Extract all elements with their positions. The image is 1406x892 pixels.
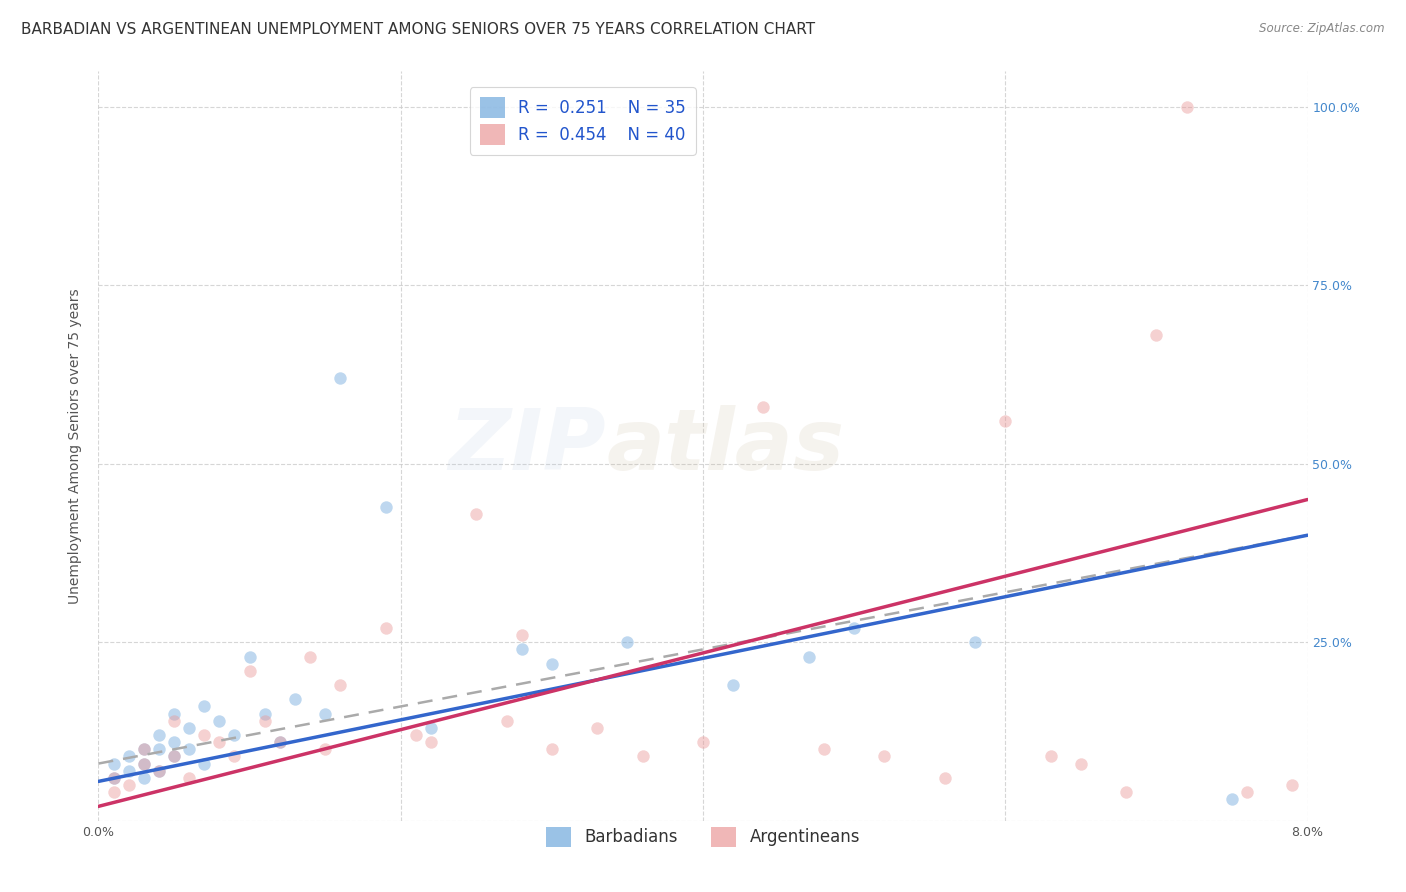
Point xyxy=(224,728,246,742)
Point xyxy=(1281,778,1303,792)
Point xyxy=(193,756,215,771)
Point xyxy=(163,714,186,728)
Legend: Barbadians, Argentineans: Barbadians, Argentineans xyxy=(540,820,866,854)
Point xyxy=(495,714,517,728)
Point xyxy=(540,657,562,671)
Point xyxy=(405,728,427,742)
Point xyxy=(103,756,125,771)
Point xyxy=(103,771,125,785)
Point xyxy=(797,649,820,664)
Point xyxy=(193,699,215,714)
Point xyxy=(314,706,336,721)
Point xyxy=(1175,100,1198,114)
Point xyxy=(103,785,125,799)
Point xyxy=(873,749,896,764)
Point xyxy=(616,635,638,649)
Point xyxy=(132,742,155,756)
Point xyxy=(692,735,714,749)
Point xyxy=(132,771,155,785)
Point xyxy=(329,678,352,692)
Point xyxy=(420,721,443,735)
Point xyxy=(844,621,866,635)
Point xyxy=(163,749,186,764)
Point xyxy=(179,771,201,785)
Point xyxy=(163,735,186,749)
Point xyxy=(224,749,246,764)
Point xyxy=(269,735,291,749)
Text: ZIP: ZIP xyxy=(449,404,606,488)
Point xyxy=(148,764,170,778)
Point xyxy=(163,706,186,721)
Point xyxy=(752,400,775,414)
Point xyxy=(374,621,396,635)
Point xyxy=(118,764,141,778)
Point xyxy=(148,728,170,742)
Text: BARBADIAN VS ARGENTINEAN UNEMPLOYMENT AMONG SENIORS OVER 75 YEARS CORRELATION CH: BARBADIAN VS ARGENTINEAN UNEMPLOYMENT AM… xyxy=(21,22,815,37)
Point xyxy=(179,742,201,756)
Point xyxy=(965,635,987,649)
Point xyxy=(1070,756,1092,771)
Point xyxy=(631,749,654,764)
Point xyxy=(1220,792,1243,806)
Point xyxy=(118,778,141,792)
Point xyxy=(723,678,745,692)
Point xyxy=(1039,749,1062,764)
Point xyxy=(284,692,307,706)
Point xyxy=(118,749,141,764)
Y-axis label: Unemployment Among Seniors over 75 years: Unemployment Among Seniors over 75 years xyxy=(69,288,83,604)
Point xyxy=(420,735,443,749)
Point xyxy=(179,721,201,735)
Text: Source: ZipAtlas.com: Source: ZipAtlas.com xyxy=(1260,22,1385,36)
Point xyxy=(374,500,396,514)
Point xyxy=(132,756,155,771)
Point xyxy=(132,756,155,771)
Point xyxy=(510,628,533,642)
Point xyxy=(510,642,533,657)
Point xyxy=(208,714,231,728)
Point xyxy=(132,742,155,756)
Point xyxy=(1146,328,1168,343)
Point xyxy=(299,649,322,664)
Point xyxy=(314,742,336,756)
Point xyxy=(1236,785,1258,799)
Point xyxy=(103,771,125,785)
Point xyxy=(813,742,835,756)
Point xyxy=(540,742,562,756)
Point xyxy=(329,371,352,385)
Point xyxy=(148,764,170,778)
Point xyxy=(586,721,609,735)
Point xyxy=(253,714,276,728)
Point xyxy=(239,664,262,678)
Point xyxy=(163,749,186,764)
Point xyxy=(253,706,276,721)
Text: atlas: atlas xyxy=(606,404,845,488)
Point xyxy=(934,771,956,785)
Point xyxy=(994,414,1017,428)
Point xyxy=(1115,785,1137,799)
Point xyxy=(269,735,291,749)
Point xyxy=(239,649,262,664)
Point xyxy=(465,507,488,521)
Point xyxy=(208,735,231,749)
Point xyxy=(193,728,215,742)
Point xyxy=(148,742,170,756)
